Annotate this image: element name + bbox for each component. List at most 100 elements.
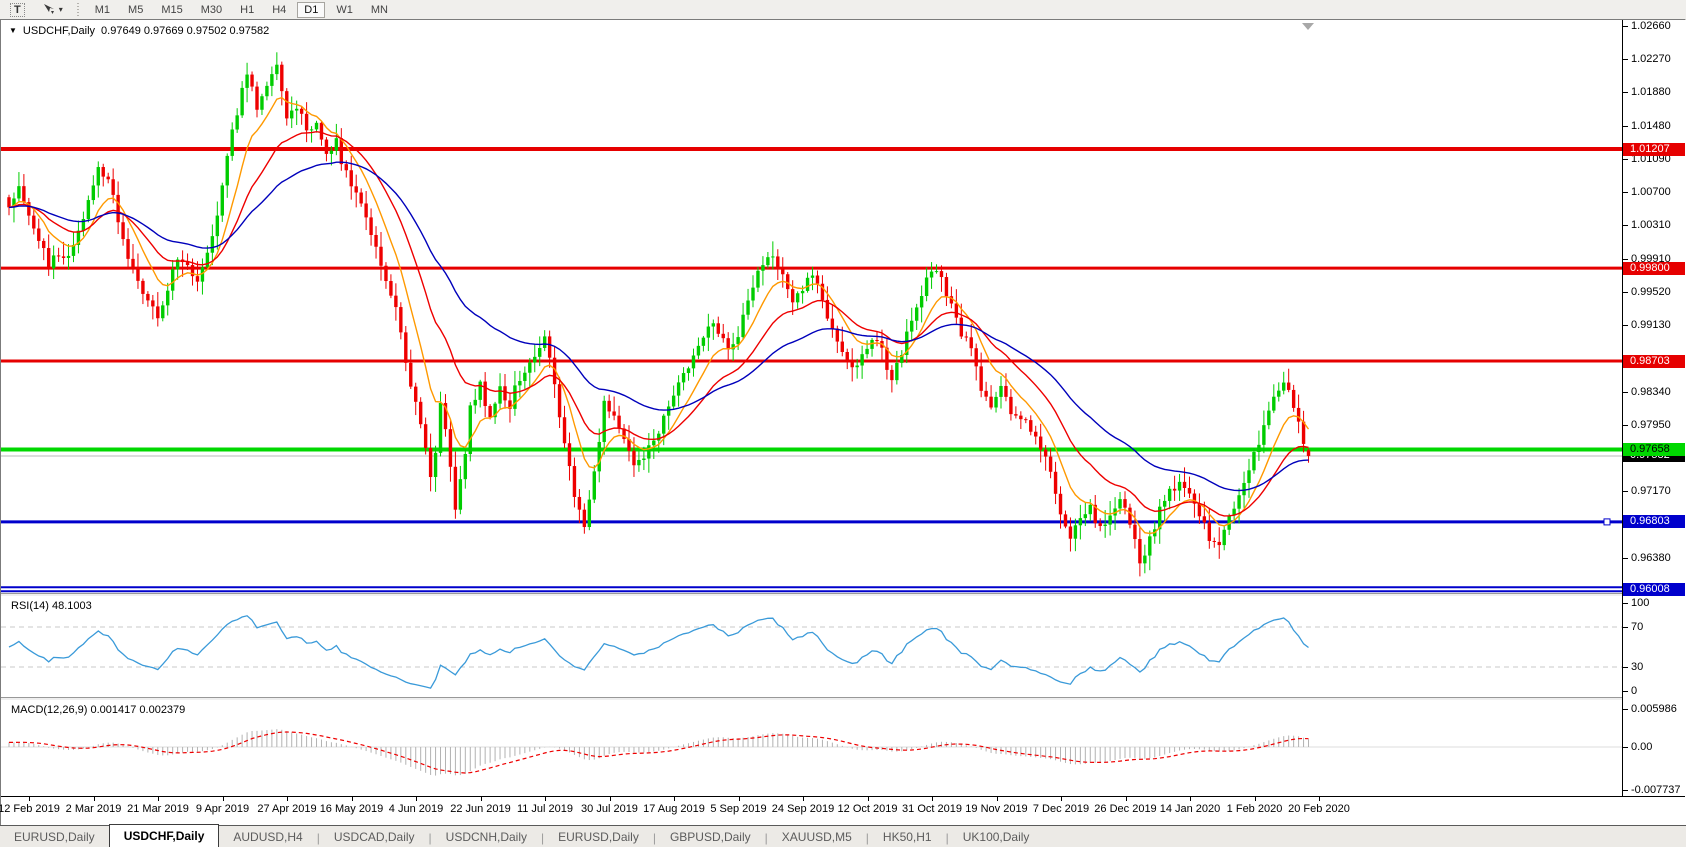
price-axis-label: 1.00310: [1631, 218, 1671, 231]
candle-body: [1197, 503, 1202, 517]
date-axis-label: 2 Mar 2019: [65, 803, 122, 815]
timeframe-button-h1[interactable]: H1: [240, 3, 255, 16]
candle-body: [686, 368, 691, 374]
candle-body: [1272, 396, 1276, 411]
candle-body: [984, 390, 988, 397]
candle-body: [800, 290, 805, 294]
text-tool-button[interactable]: T: [4, 2, 31, 17]
price-axis[interactable]: 1.02660 1.02270 1.01880 1.01480 1.01090 1.007…: [1622, 20, 1686, 796]
rsi-panel[interactable]: [1, 597, 1622, 697]
candle-body: [478, 381, 482, 400]
candle-body: [185, 262, 190, 266]
moving-average-45: [8, 161, 1309, 492]
arrows-tool-button[interactable]: ▾: [36, 2, 69, 17]
tab-divider: |: [865, 831, 869, 845]
timeframe-button-h4[interactable]: H4: [272, 3, 287, 16]
candle-body: [12, 198, 16, 208]
chart-dropdown-icon[interactable]: ▼: [9, 26, 17, 35]
candle-body: [364, 203, 368, 218]
candle-body: [582, 509, 587, 528]
timeframe-button-d1[interactable]: D1: [297, 1, 326, 18]
price-axis-tick: [1623, 291, 1628, 293]
chevron-down-icon: ▾: [58, 5, 63, 14]
candle-body: [1306, 450, 1311, 456]
candle-body: [890, 369, 894, 381]
chart-tab-eurusd-daily[interactable]: EURUSD,Daily: [14, 830, 95, 844]
candle-body: [51, 255, 56, 269]
candle-body: [106, 176, 110, 180]
candle-body: [314, 122, 319, 130]
chart-tab-audusd-h4[interactable]: AUDUSD,H4: [233, 830, 303, 844]
candle-body: [101, 167, 105, 177]
date-axis[interactable]: 12 Feb 2019 2 Mar 2019 21 Mar 2019 9 Apr 20…: [0, 796, 1685, 827]
date-axis-tick: [545, 797, 546, 801]
chart-tab-usdchf-daily[interactable]: USDCHF,Daily: [108, 824, 220, 847]
price-axis-label: 1.02660: [1631, 20, 1671, 33]
main-price-panel[interactable]: [1, 23, 1622, 593]
candle-body: [914, 307, 919, 321]
toolbar-drag-handle[interactable]: [74, 2, 81, 17]
timeframe-button-m15[interactable]: M15: [161, 3, 183, 16]
date-axis-label: 11 Jul 2019: [516, 803, 574, 815]
chart-tab-xauusd-m5[interactable]: XAUUSD,M5: [781, 830, 852, 844]
macd-panel[interactable]: [1, 701, 1622, 796]
candle-body: [1172, 488, 1177, 491]
toolbar: T ▾ M1 M5 M15 M30 H1 H4 D1 W1 MN: [0, 0, 1686, 20]
candle-body: [632, 450, 636, 466]
timeframe-button-mn[interactable]: MN: [370, 3, 388, 16]
date-axis-tick: [158, 797, 159, 801]
candle-body: [731, 344, 735, 350]
candle-body: [994, 396, 998, 408]
candle-body: [1128, 507, 1132, 525]
candle-body: [1103, 524, 1107, 526]
candle-body: [795, 293, 800, 303]
candle-body: [294, 108, 299, 111]
candle-body: [815, 275, 820, 284]
price-axis-tick: [1623, 324, 1628, 326]
chart-tab-uk100-daily[interactable]: UK100,Daily: [962, 830, 1030, 844]
macd-axis-tick: [1623, 709, 1628, 710]
candle-body: [1014, 414, 1018, 416]
moving-average-21: [8, 130, 1309, 517]
candle-body: [562, 417, 567, 444]
candle-body: [612, 411, 616, 416]
price-axis-tick: [1623, 391, 1628, 393]
chart-shift-marker[interactable]: [1302, 23, 1314, 30]
candle-body: [1262, 425, 1266, 445]
candle-body: [999, 385, 1003, 397]
candle-body: [86, 200, 91, 220]
timeframe-button-w1[interactable]: W1: [336, 3, 353, 16]
candle-body: [1138, 539, 1142, 564]
chart-tab-usdcnh-daily[interactable]: USDCNH,Daily: [445, 830, 528, 844]
date-axis-label: 19 Nov 2019: [965, 803, 1028, 815]
candle-body: [547, 336, 552, 358]
candle-body: [418, 401, 423, 425]
candle-body: [557, 384, 562, 418]
date-axis-tick: [1254, 797, 1256, 801]
panel-separator[interactable]: [1, 593, 1685, 597]
chart-tab-usdcad-daily[interactable]: USDCAD,Daily: [333, 830, 415, 844]
candle-body: [423, 424, 428, 448]
chart-tab-hk50-h1[interactable]: HK50,H1: [882, 830, 932, 844]
timeframe-button-m30[interactable]: M30: [200, 3, 223, 16]
timeframe-button-m5[interactable]: M5: [128, 3, 144, 16]
timeframe-button-m1[interactable]: M1: [94, 3, 111, 16]
line-drag-handle[interactable]: [1603, 518, 1611, 526]
date-axis-label: 31 Oct 2019: [902, 803, 962, 815]
price-axis-label: 1.00700: [1631, 185, 1671, 198]
chart-tab-gbpusd-daily[interactable]: GBPUSD,Daily: [669, 830, 751, 844]
chart-tab-eurusd-daily[interactable]: EURUSD,Daily: [558, 830, 639, 844]
price-axis-label: 0.99520: [1631, 285, 1671, 298]
candle-body: [1093, 504, 1097, 524]
candle-body: [622, 428, 626, 440]
candle-body: [76, 230, 81, 245]
candle-body: [696, 345, 701, 356]
date-axis-tick: [29, 797, 30, 801]
candle-body: [1038, 436, 1043, 450]
candle-body: [751, 287, 755, 301]
price-axis-label: 0.98340: [1631, 385, 1671, 398]
macd-axis-label: 0.00: [1631, 741, 1653, 753]
panel-separator[interactable]: [1, 697, 1685, 701]
candle-body: [840, 341, 844, 352]
chart-title[interactable]: ▼ USDCHF,Daily 0.97649 0.97669 0.97502 0…: [9, 25, 269, 37]
